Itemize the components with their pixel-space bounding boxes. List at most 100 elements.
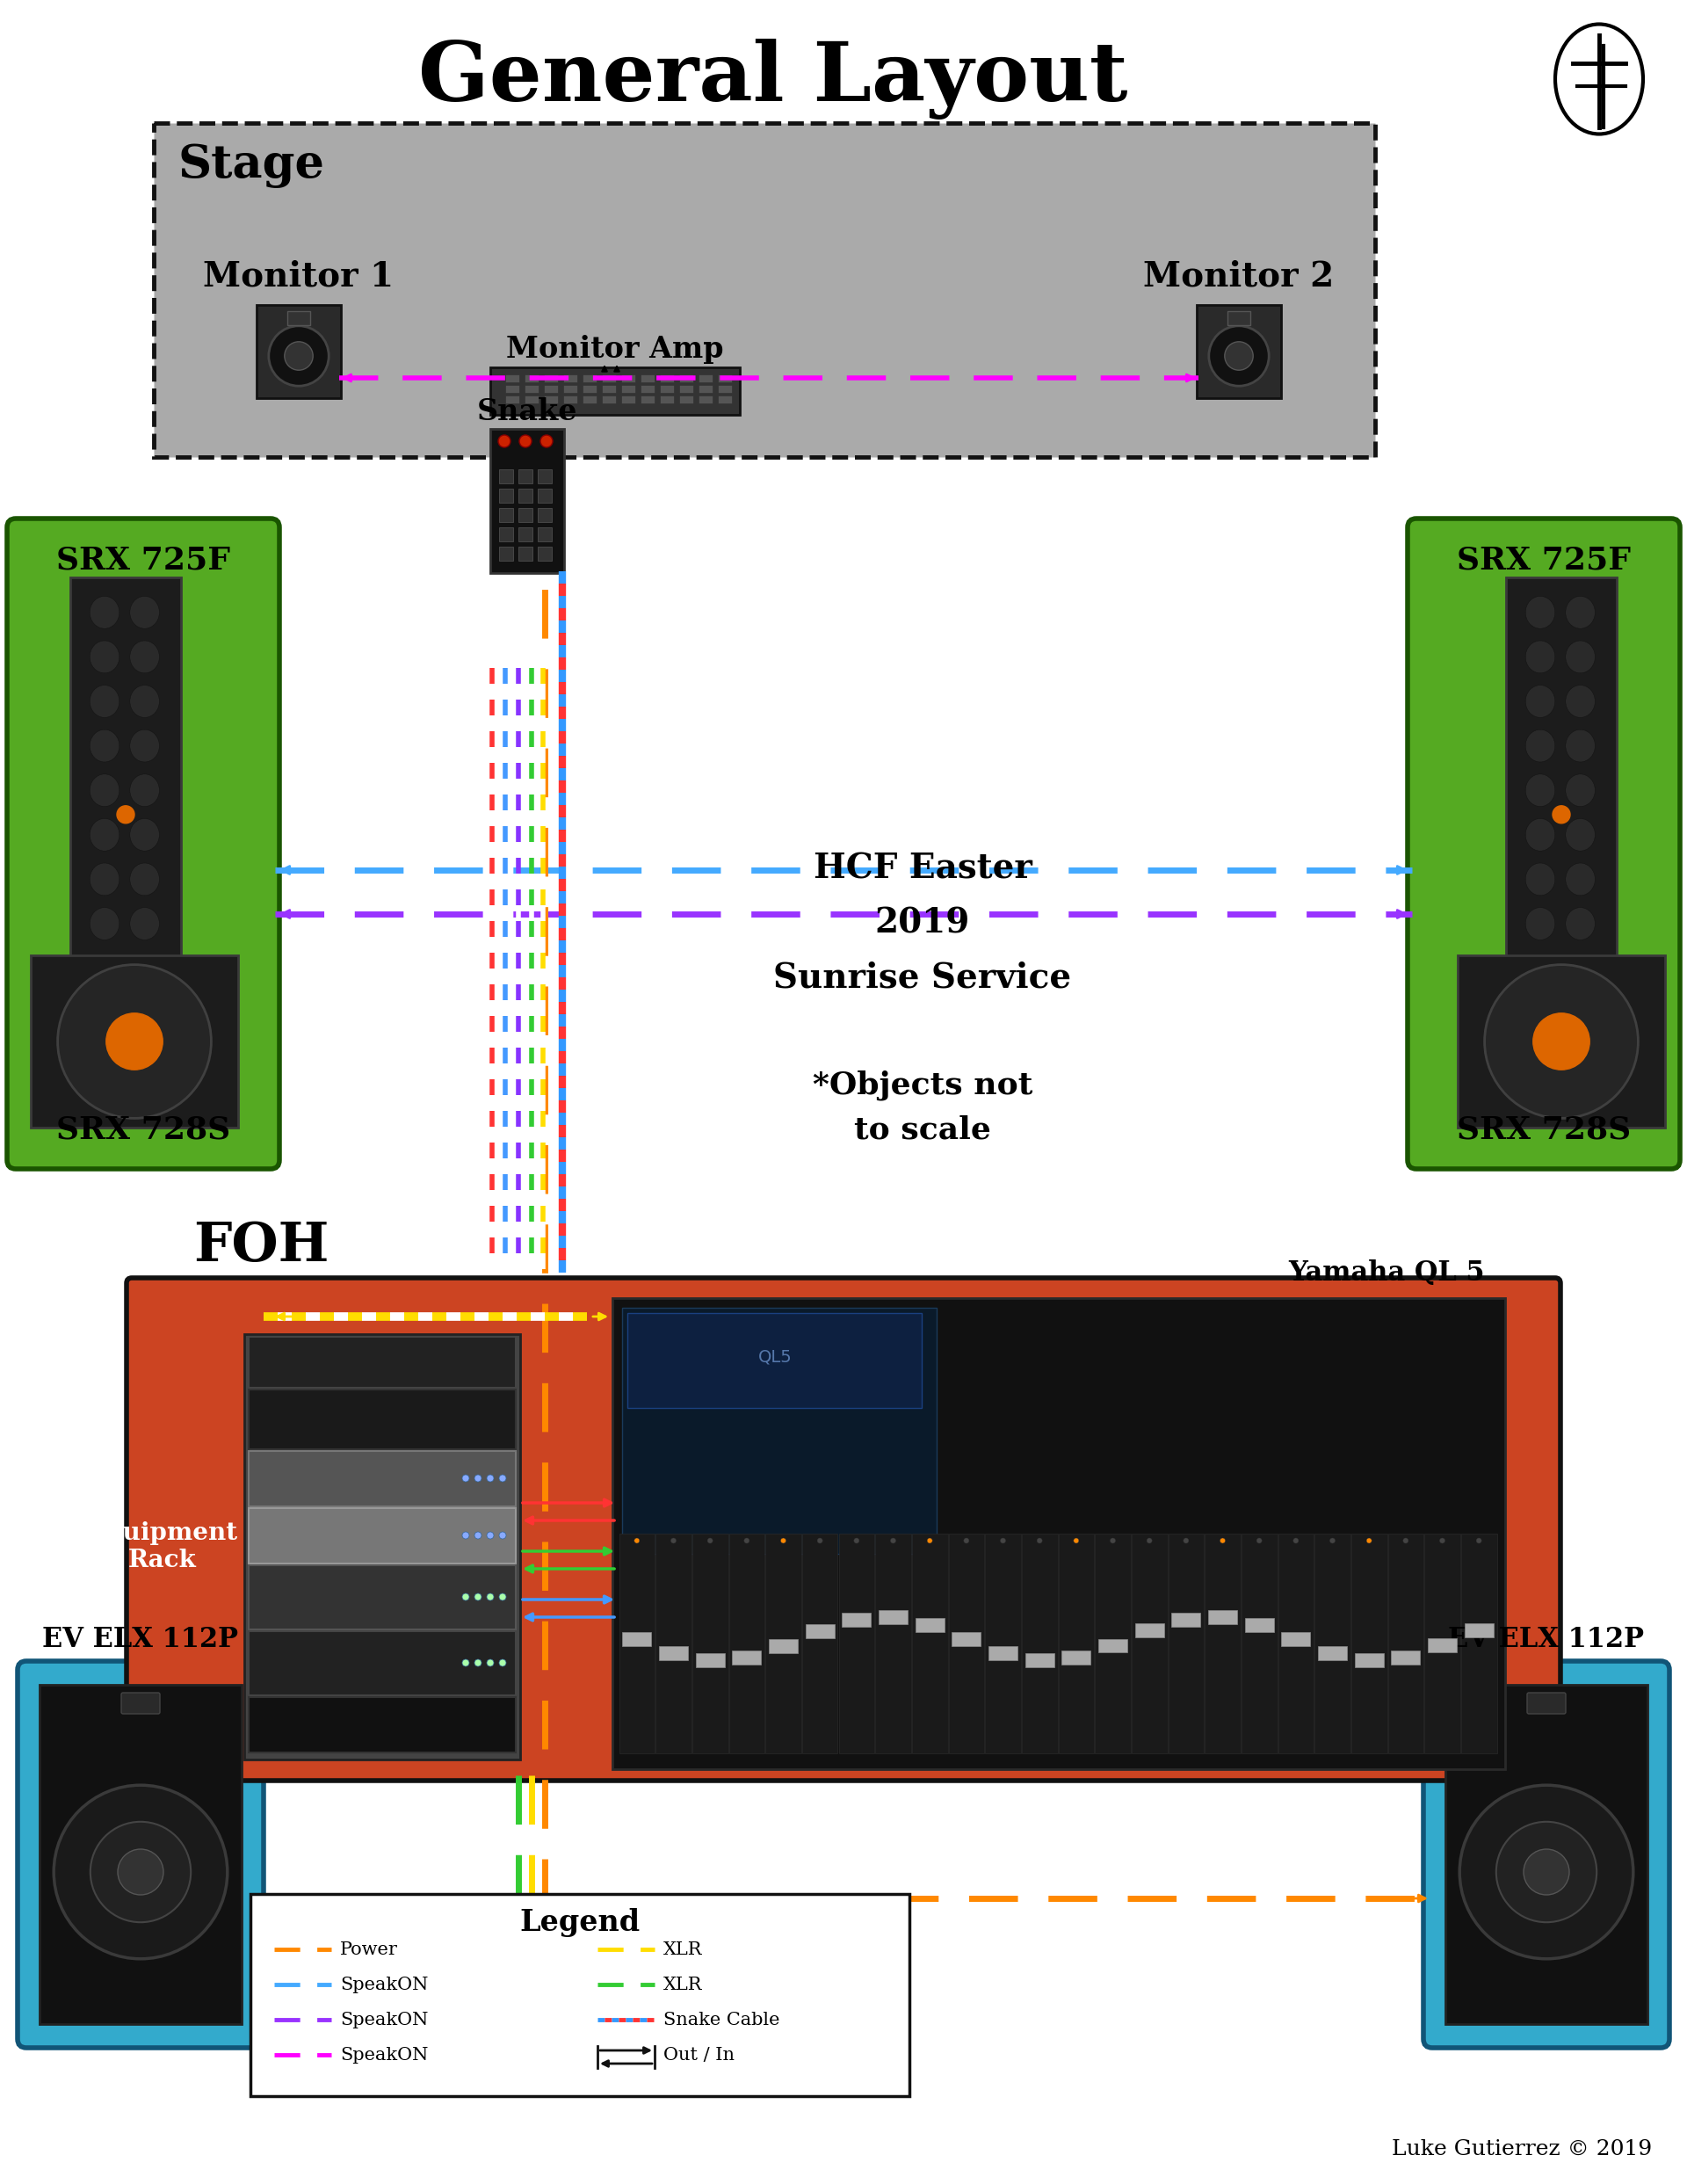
FancyBboxPatch shape [1392,1651,1420,1664]
Circle shape [1038,1538,1043,1544]
Bar [582,384,597,393]
Text: Luke Gutierrez © 2019: Luke Gutierrez © 2019 [1392,2138,1652,2160]
Bar [660,395,673,404]
Text: Legend: Legend [520,1909,639,1937]
Bar [538,546,552,561]
Text: HCF Easter
2019
Sunrise Service: HCF Easter 2019 Sunrise Service [774,852,1071,994]
FancyBboxPatch shape [619,1533,655,1754]
Circle shape [1523,1850,1569,1896]
Text: Equipment
Rack: Equipment Rack [88,1522,238,1572]
Ellipse shape [89,686,120,719]
Bar [543,373,558,382]
Bar [563,395,577,404]
Circle shape [1329,1538,1334,1544]
FancyBboxPatch shape [951,1631,980,1647]
FancyBboxPatch shape [1318,1647,1346,1660]
FancyBboxPatch shape [1228,310,1250,325]
FancyBboxPatch shape [842,1612,870,1627]
Ellipse shape [89,596,120,629]
Circle shape [1496,1821,1596,1922]
Text: SpeakON: SpeakON [341,2011,428,2029]
Circle shape [1366,1538,1372,1544]
Circle shape [1183,1538,1189,1544]
Circle shape [499,1531,506,1540]
Bar [680,384,693,393]
FancyBboxPatch shape [30,954,238,1127]
FancyBboxPatch shape [248,1566,516,1629]
FancyBboxPatch shape [1135,1623,1164,1638]
Circle shape [671,1538,676,1544]
Bar [680,373,693,382]
Text: Yamaha QL 5: Yamaha QL 5 [1289,1258,1485,1286]
Ellipse shape [1566,773,1596,806]
Ellipse shape [89,819,120,852]
Bar [621,384,636,393]
FancyBboxPatch shape [1506,577,1616,987]
Circle shape [1294,1538,1299,1544]
FancyBboxPatch shape [1446,1684,1648,2025]
FancyBboxPatch shape [248,1631,516,1695]
Bar [538,509,552,522]
FancyBboxPatch shape [287,310,310,325]
Bar [504,395,520,404]
Ellipse shape [1566,729,1596,762]
FancyBboxPatch shape [1279,1533,1314,1754]
Bar [641,373,655,382]
Circle shape [928,1538,933,1544]
Ellipse shape [1525,863,1555,895]
Text: Power: Power [341,1942,398,1957]
Bar [525,384,538,393]
Bar [504,384,520,393]
Circle shape [781,1538,786,1544]
FancyBboxPatch shape [623,1631,651,1647]
Circle shape [1476,1538,1481,1544]
Ellipse shape [1525,729,1555,762]
Ellipse shape [130,640,159,673]
Ellipse shape [89,640,120,673]
Circle shape [1220,1538,1225,1544]
Circle shape [54,1784,228,1959]
Bar [660,373,673,382]
Bar [641,395,655,404]
FancyBboxPatch shape [1208,1610,1237,1625]
FancyBboxPatch shape [989,1647,1017,1660]
Bar [504,373,520,382]
FancyBboxPatch shape [879,1610,908,1625]
FancyBboxPatch shape [1427,1638,1456,1653]
Ellipse shape [130,686,159,719]
Circle shape [498,435,511,448]
Ellipse shape [1566,596,1596,629]
FancyBboxPatch shape [248,1697,516,1752]
Circle shape [488,1594,494,1601]
Bar [518,509,533,522]
Circle shape [1000,1538,1005,1544]
FancyBboxPatch shape [1458,954,1665,1127]
FancyBboxPatch shape [1196,306,1280,397]
Text: Snake: Snake [477,397,577,426]
Ellipse shape [130,819,159,852]
Circle shape [540,435,553,448]
FancyBboxPatch shape [248,1389,516,1450]
Bar [698,373,712,382]
Text: SRX 728S: SRX 728S [1458,1114,1631,1144]
Circle shape [474,1594,481,1601]
Circle shape [744,1538,749,1544]
Bar [602,384,616,393]
Circle shape [488,1474,494,1481]
FancyBboxPatch shape [1355,1653,1383,1666]
Bar [518,546,533,561]
FancyBboxPatch shape [1351,1533,1387,1754]
Ellipse shape [130,773,159,806]
Text: SpeakON: SpeakON [341,2046,428,2064]
Text: Monitor 2: Monitor 2 [1144,260,1334,293]
FancyBboxPatch shape [1061,1651,1090,1664]
Text: XLR: XLR [663,1942,702,1957]
Bar [719,395,732,404]
Circle shape [963,1538,968,1544]
FancyBboxPatch shape [256,306,341,397]
FancyBboxPatch shape [1424,1662,1670,2049]
Circle shape [116,806,135,823]
Ellipse shape [130,596,159,629]
Bar [621,395,636,404]
Ellipse shape [89,773,120,806]
